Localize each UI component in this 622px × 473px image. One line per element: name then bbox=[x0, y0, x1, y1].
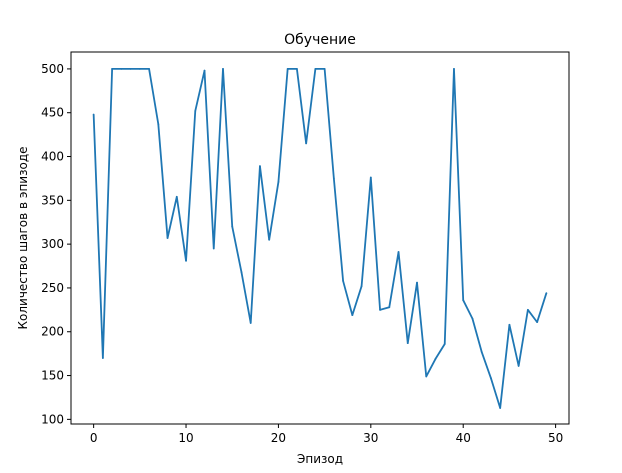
plot-area bbox=[71, 52, 569, 424]
series-line bbox=[92, 68, 548, 409]
data-point bbox=[453, 68, 455, 70]
data-point bbox=[212, 247, 215, 250]
data-point bbox=[490, 377, 492, 380]
plot-frame bbox=[70, 51, 570, 425]
data-point bbox=[351, 314, 354, 316]
x-axis-ticks: 0 10 20 30 40 50 bbox=[90, 424, 563, 445]
y-tick-label: 250 bbox=[41, 281, 64, 295]
data-point bbox=[240, 271, 243, 274]
x-tick-label: 30 bbox=[363, 431, 378, 445]
data-point bbox=[203, 69, 206, 72]
data-point bbox=[536, 321, 539, 324]
data-point bbox=[480, 350, 483, 353]
series-points bbox=[92, 68, 548, 409]
data-point bbox=[462, 299, 465, 302]
data-point bbox=[369, 176, 372, 179]
y-tick-label: 400 bbox=[41, 150, 64, 164]
data-point bbox=[296, 68, 298, 70]
data-point bbox=[148, 68, 150, 70]
y-tick-label: 100 bbox=[41, 412, 64, 426]
data-point bbox=[286, 68, 289, 70]
data-point bbox=[92, 113, 95, 116]
data-point bbox=[314, 68, 317, 70]
x-axis-label: Эпизод bbox=[297, 452, 343, 466]
data-point bbox=[323, 68, 326, 70]
data-point bbox=[120, 68, 123, 70]
y-tick-label: 300 bbox=[41, 237, 64, 251]
data-point bbox=[332, 177, 335, 180]
data-point bbox=[101, 357, 104, 359]
data-point bbox=[397, 251, 400, 253]
data-point bbox=[231, 225, 234, 228]
data-point bbox=[138, 68, 141, 70]
y-axis-label: Количество шагов в эпизоде bbox=[16, 146, 30, 329]
data-point bbox=[526, 308, 529, 311]
data-point bbox=[360, 285, 363, 288]
data-point bbox=[175, 195, 178, 198]
data-point bbox=[471, 317, 474, 320]
data-point bbox=[111, 68, 114, 70]
x-tick-label: 0 bbox=[90, 431, 98, 445]
data-point bbox=[305, 142, 308, 145]
x-tick-label: 20 bbox=[271, 431, 286, 445]
data-point bbox=[268, 238, 271, 241]
data-point bbox=[277, 181, 280, 183]
data-point bbox=[222, 68, 224, 70]
y-tick-label: 450 bbox=[41, 106, 64, 120]
data-point bbox=[194, 110, 197, 112]
data-point bbox=[129, 68, 132, 70]
data-point bbox=[499, 407, 502, 409]
data-point bbox=[259, 165, 261, 168]
data-point bbox=[425, 375, 428, 378]
data-point bbox=[342, 280, 344, 282]
data-point bbox=[185, 259, 187, 262]
data-point bbox=[406, 342, 409, 345]
y-axis-ticks: 100 150 200 250 300 350 400 450 500 bbox=[41, 62, 71, 426]
data-point bbox=[508, 323, 511, 326]
x-tick-label: 50 bbox=[548, 431, 563, 445]
data-point bbox=[388, 306, 391, 309]
data-point bbox=[443, 343, 446, 345]
x-tick-label: 10 bbox=[178, 431, 193, 445]
data-point bbox=[434, 358, 437, 360]
data-point bbox=[249, 322, 252, 324]
data-point bbox=[517, 365, 520, 367]
y-tick-label: 150 bbox=[41, 369, 64, 383]
y-tick-label: 350 bbox=[41, 193, 64, 207]
y-tick-label: 200 bbox=[41, 325, 64, 339]
chart-title: Обучение bbox=[284, 32, 356, 48]
data-point bbox=[545, 292, 548, 295]
y-tick-label: 500 bbox=[41, 62, 64, 76]
data-point bbox=[166, 237, 169, 239]
data-point bbox=[416, 281, 418, 284]
data-point bbox=[379, 308, 381, 311]
data-point bbox=[157, 123, 160, 126]
x-tick-label: 40 bbox=[456, 431, 471, 445]
